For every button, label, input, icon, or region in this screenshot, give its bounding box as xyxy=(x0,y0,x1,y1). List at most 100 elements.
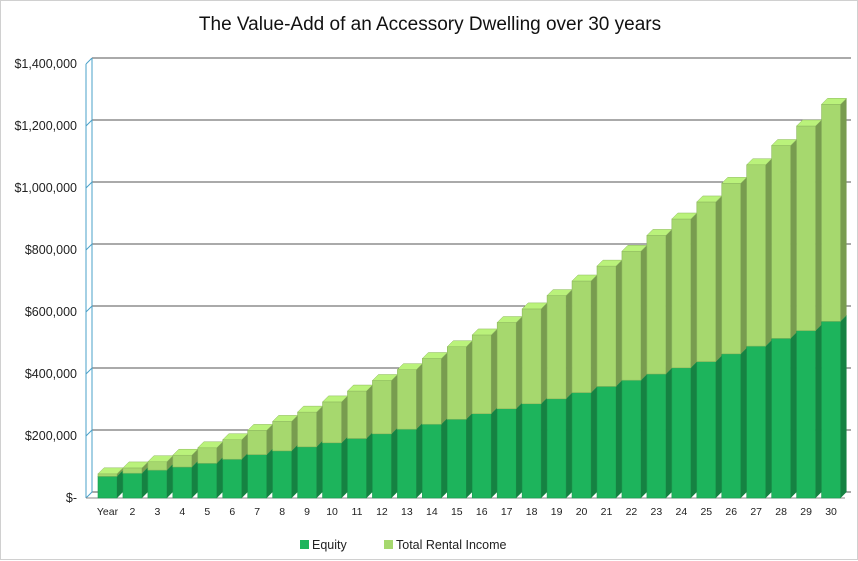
bar-rental-income xyxy=(122,461,149,474)
bar-equity xyxy=(771,332,798,499)
x-tick-label: 18 xyxy=(526,506,538,518)
gridline-connector xyxy=(85,181,93,189)
x-tick-label: 20 xyxy=(576,506,588,518)
x-tick-label: 28 xyxy=(775,506,787,518)
bars xyxy=(97,98,848,499)
x-tick-label: 7 xyxy=(254,506,260,518)
bar-rental-income xyxy=(746,158,773,347)
bar-rental-income xyxy=(197,441,224,464)
bar-equity xyxy=(371,427,399,499)
x-tick-label: 25 xyxy=(700,506,712,518)
y-tick-label: $800,000 xyxy=(25,243,77,257)
bar-equity xyxy=(596,380,623,499)
bar-rental-income xyxy=(97,467,124,477)
x-tick-label: 24 xyxy=(676,506,688,518)
bar-equity xyxy=(521,397,548,499)
x-tick-label: 30 xyxy=(825,506,837,518)
gridline-connector xyxy=(85,367,93,375)
y-tick-label: $1,000,000 xyxy=(14,181,77,195)
bar-rental-income xyxy=(471,328,498,414)
bar-equity xyxy=(396,422,424,499)
bar-rental-income xyxy=(222,433,249,460)
legend-item: Equity xyxy=(300,538,347,552)
legend-label: Total Rental Income xyxy=(396,538,507,552)
bar-equity xyxy=(446,413,473,499)
x-tick-label: 29 xyxy=(800,506,812,518)
gridline-connector xyxy=(85,243,93,251)
gridline-connector xyxy=(85,305,93,313)
bar-rental-income xyxy=(771,139,798,339)
bar-rental-income xyxy=(272,415,299,452)
x-tick-label: 26 xyxy=(725,506,737,518)
bar-equity xyxy=(721,347,748,499)
bar-equity xyxy=(571,386,598,499)
x-tick-label: 4 xyxy=(179,506,185,518)
bar-equity xyxy=(671,361,698,499)
x-tick-label: 19 xyxy=(551,506,563,518)
bar-rental-income xyxy=(546,289,573,400)
x-tick-label: 15 xyxy=(451,506,463,518)
bar-rental-income xyxy=(721,177,748,355)
gridline-connector xyxy=(85,119,93,127)
bar-rental-income xyxy=(172,448,199,468)
x-tick-label: 9 xyxy=(304,506,310,518)
bar-rental-income xyxy=(396,363,424,430)
bar-rental-income xyxy=(571,274,598,393)
x-tick-label: 2 xyxy=(130,506,136,518)
x-tick-label: 14 xyxy=(426,506,438,518)
bar-rental-income xyxy=(820,98,848,322)
bar-rental-income xyxy=(421,352,448,425)
tick-labels: $- $200,000 $400,000 $600,000 $800,000 $1,000… xyxy=(14,57,837,518)
x-tick-label: 23 xyxy=(651,506,663,518)
bar-equity xyxy=(546,392,573,499)
bar-rental-income xyxy=(596,259,623,387)
bar-equity xyxy=(272,444,299,499)
legend-swatch xyxy=(384,540,393,549)
bar-rental-income xyxy=(795,119,823,331)
y-tick-label: $- xyxy=(66,491,77,505)
legend-item: Total Rental Income xyxy=(384,538,507,552)
bar-rental-income xyxy=(321,395,349,444)
bar-equity xyxy=(247,448,274,499)
gridline-connector xyxy=(85,429,93,437)
bar-equity xyxy=(646,367,673,499)
bar-rental-income xyxy=(671,212,698,369)
x-tick-label: 5 xyxy=(204,506,210,518)
bar-rental-income xyxy=(346,384,374,439)
bar-rental-income xyxy=(621,244,648,381)
bar-rental-income xyxy=(521,302,548,405)
bar-rental-income xyxy=(646,229,673,375)
bar-rental-income xyxy=(147,455,174,471)
y-tick-label: $1,200,000 xyxy=(14,119,77,133)
gridline-connector xyxy=(85,57,93,65)
x-tick-label: 17 xyxy=(501,506,513,518)
bar-equity xyxy=(471,407,498,499)
x-tick-label: Year xyxy=(97,506,119,518)
legend-swatch xyxy=(300,540,309,549)
x-tick-label: 27 xyxy=(750,506,762,518)
bar-equity xyxy=(321,436,349,499)
y-tick-label: $400,000 xyxy=(25,367,77,381)
bar-equity xyxy=(496,402,523,499)
bar-rental-income xyxy=(296,405,324,448)
bar-equity xyxy=(795,324,823,499)
bar-equity xyxy=(421,417,448,499)
legend-label: Equity xyxy=(312,538,347,552)
x-tick-label: 11 xyxy=(352,506,363,518)
bar-rental-income xyxy=(446,340,473,420)
y-tick-label: $1,400,000 xyxy=(14,57,77,71)
bar-equity xyxy=(346,432,374,499)
x-tick-label: 16 xyxy=(476,506,488,518)
x-tick-label: 22 xyxy=(626,506,638,518)
gridline-connector xyxy=(85,491,93,499)
y-tick-label: $200,000 xyxy=(25,429,77,443)
bar-equity xyxy=(820,315,848,499)
bar-rental-income xyxy=(496,316,523,410)
bar-rental-income xyxy=(696,195,723,362)
x-tick-label: 13 xyxy=(401,506,413,518)
bar-equity xyxy=(222,453,249,499)
x-tick-label: 6 xyxy=(229,506,235,518)
x-tick-label: 3 xyxy=(154,506,160,518)
